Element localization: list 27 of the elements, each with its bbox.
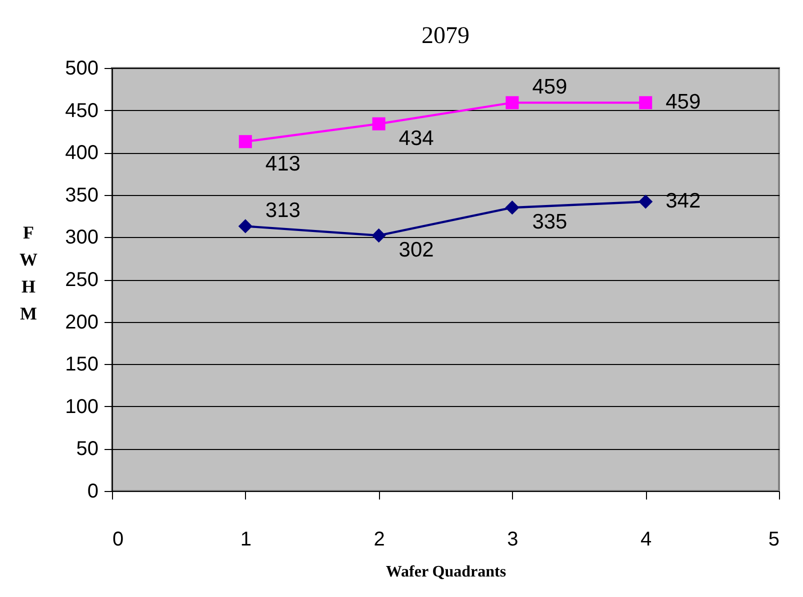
y-tick-label: 150 — [65, 354, 98, 376]
y-tick-label: 250 — [65, 269, 98, 291]
data-label: 302 — [398, 238, 434, 262]
x-axis-title: Wafer Quadrants — [386, 564, 506, 580]
x-tick-label: 0 — [112, 528, 124, 550]
x-tick-label: 4 — [640, 528, 652, 550]
x-tick-label: 5 — [768, 528, 780, 550]
y-tick-label: 50 — [76, 438, 98, 460]
y-tick-label: 500 — [65, 58, 98, 80]
x-tick-label: 2 — [374, 528, 385, 550]
data-label: 335 — [532, 210, 568, 234]
y-tick-label: 200 — [65, 311, 98, 334]
chart-title: 2079 — [422, 23, 470, 49]
y-axis-title: FWHM — [20, 222, 38, 324]
y-tick-label: 100 — [65, 396, 98, 418]
y-tick-label: 0 — [87, 480, 98, 502]
data-label: 434 — [398, 126, 434, 150]
y-tick-label: 300 — [65, 226, 98, 249]
x-tick-label: 1 — [240, 528, 252, 550]
data-label: 459 — [666, 90, 701, 114]
data-label: 459 — [532, 76, 568, 99]
y-tick-label: 450 — [65, 100, 98, 122]
y-tick-label: 400 — [65, 142, 98, 164]
x-tick-label: 3 — [507, 528, 518, 550]
data-label: 313 — [265, 199, 300, 222]
data-label: 413 — [265, 152, 300, 176]
y-tick-label: 350 — [65, 184, 98, 206]
